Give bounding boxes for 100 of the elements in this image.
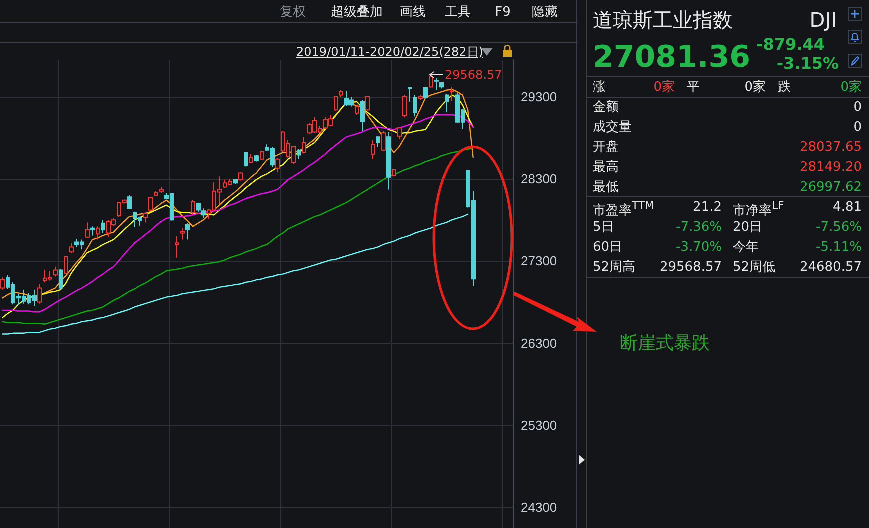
- text: 隐藏: [532, 4, 558, 20]
- candlestick: [233, 178, 238, 184]
- text: -3.15%: [776, 54, 839, 73]
- text: 27081.36: [593, 40, 751, 75]
- candlestick: [96, 226, 100, 240]
- text: 0: [854, 100, 862, 114]
- candlestick: [148, 196, 153, 212]
- y-tick-label: 29300: [521, 89, 558, 104]
- candlestick: [244, 151, 248, 168]
- y-tick-label: 28300: [521, 172, 558, 187]
- text: 市净率$^{LF}$: [733, 198, 784, 218]
- text: 最低: [593, 180, 619, 194]
- candlestick: [297, 148, 301, 160]
- candlestick: [143, 212, 148, 224]
- candlestick: [450, 86, 454, 102]
- text: 复权: [280, 4, 306, 20]
- text: 28037.65: [800, 140, 862, 154]
- text: F9: [495, 4, 511, 20]
- candlestick: [127, 194, 132, 210]
- candlestick: [402, 94, 407, 118]
- candlestick: [238, 172, 243, 182]
- y-tick-label: 24300: [521, 500, 558, 515]
- text: 21.2: [693, 200, 722, 214]
- text: 市盈率$^{TTM}$: [593, 198, 654, 218]
- candlestick: [191, 200, 195, 216]
- candlestick: [445, 94, 449, 114]
- candlestick: [302, 136, 306, 154]
- candlestick: [413, 94, 417, 118]
- text: 工具: [445, 4, 471, 20]
- text: 超级叠加: [331, 4, 383, 20]
- text: -7.56%: [816, 220, 862, 234]
- candlestick: [85, 222, 90, 239]
- candlestick: [69, 242, 74, 254]
- text: 5日: [593, 220, 614, 234]
- candlestick: [397, 126, 402, 140]
- candlestick: [423, 86, 428, 100]
- text: 2019/01/11-2020/02/25(282日): [296, 45, 484, 59]
- candlestick: [365, 96, 370, 112]
- text: 26997.62: [800, 180, 862, 194]
- candlestick: [392, 168, 396, 178]
- candlestick: [376, 136, 380, 148]
- candlestick: [275, 158, 280, 173]
- text: -3.70%: [676, 240, 722, 254]
- text: DJI: [810, 8, 837, 32]
- candlestick: [434, 78, 439, 91]
- text: 最高: [593, 160, 619, 174]
- candlestick: [185, 222, 190, 240]
- text: 平: [687, 80, 700, 94]
- line-series: [2, 214, 469, 335]
- candlestick: [408, 86, 412, 102]
- candlestick: [439, 82, 444, 90]
- text: 60日: [593, 240, 623, 254]
- candlestick: [37, 284, 42, 304]
- text: 52周高: [593, 260, 636, 274]
- text: 52周低: [733, 260, 776, 274]
- candlestick: [64, 256, 68, 275]
- text: -879.44: [756, 35, 825, 54]
- text: 涨: [593, 80, 606, 94]
- text: 0: [854, 120, 862, 134]
- candlestick: [0, 277, 5, 290]
- text: 成交量: [593, 120, 632, 134]
- text: 金额: [593, 100, 619, 114]
- candlestick: [53, 266, 58, 278]
- text: 道琼斯工业指数: [593, 8, 733, 32]
- text: 断崖式暴跌: [620, 333, 710, 354]
- candlestick: [355, 104, 359, 116]
- candlestick: [101, 220, 105, 234]
- y-tick-label: 26300: [521, 336, 558, 351]
- text: 24680.57: [800, 260, 862, 274]
- candlestick: [386, 132, 391, 190]
- text: 4.81: [833, 200, 862, 214]
- candlestick: [381, 130, 386, 152]
- text: 0家: [840, 80, 862, 94]
- candlestick: [371, 140, 375, 160]
- text: -7.36%: [676, 220, 722, 234]
- candlestick: [154, 190, 158, 197]
- candlestick: [90, 226, 95, 236]
- candlestick: [180, 228, 185, 240]
- candlestick: [360, 100, 365, 132]
- candlestick: [175, 236, 179, 258]
- text: 跌: [778, 80, 791, 94]
- text: 28149.20: [800, 160, 862, 174]
- candlestick: [418, 94, 423, 101]
- annotation: 29568.57: [445, 68, 502, 82]
- text: 今年: [733, 240, 759, 254]
- candlestick: [59, 268, 63, 290]
- candlestick: [260, 150, 264, 161]
- text: -5.11%: [816, 240, 862, 254]
- text: 0家: [654, 80, 675, 94]
- text: 0家: [744, 80, 766, 94]
- candlestick: [159, 186, 164, 194]
- y-tick-label: 25300: [521, 418, 558, 433]
- text: 29568.57: [660, 260, 722, 274]
- candlestick: [254, 154, 259, 162]
- text: 20日: [733, 220, 763, 234]
- candlestick: [334, 96, 338, 112]
- candlestick: [339, 90, 343, 98]
- y-tick-label: 27300: [521, 254, 558, 269]
- text: 画线: [400, 4, 426, 20]
- candlestick: [249, 154, 253, 164]
